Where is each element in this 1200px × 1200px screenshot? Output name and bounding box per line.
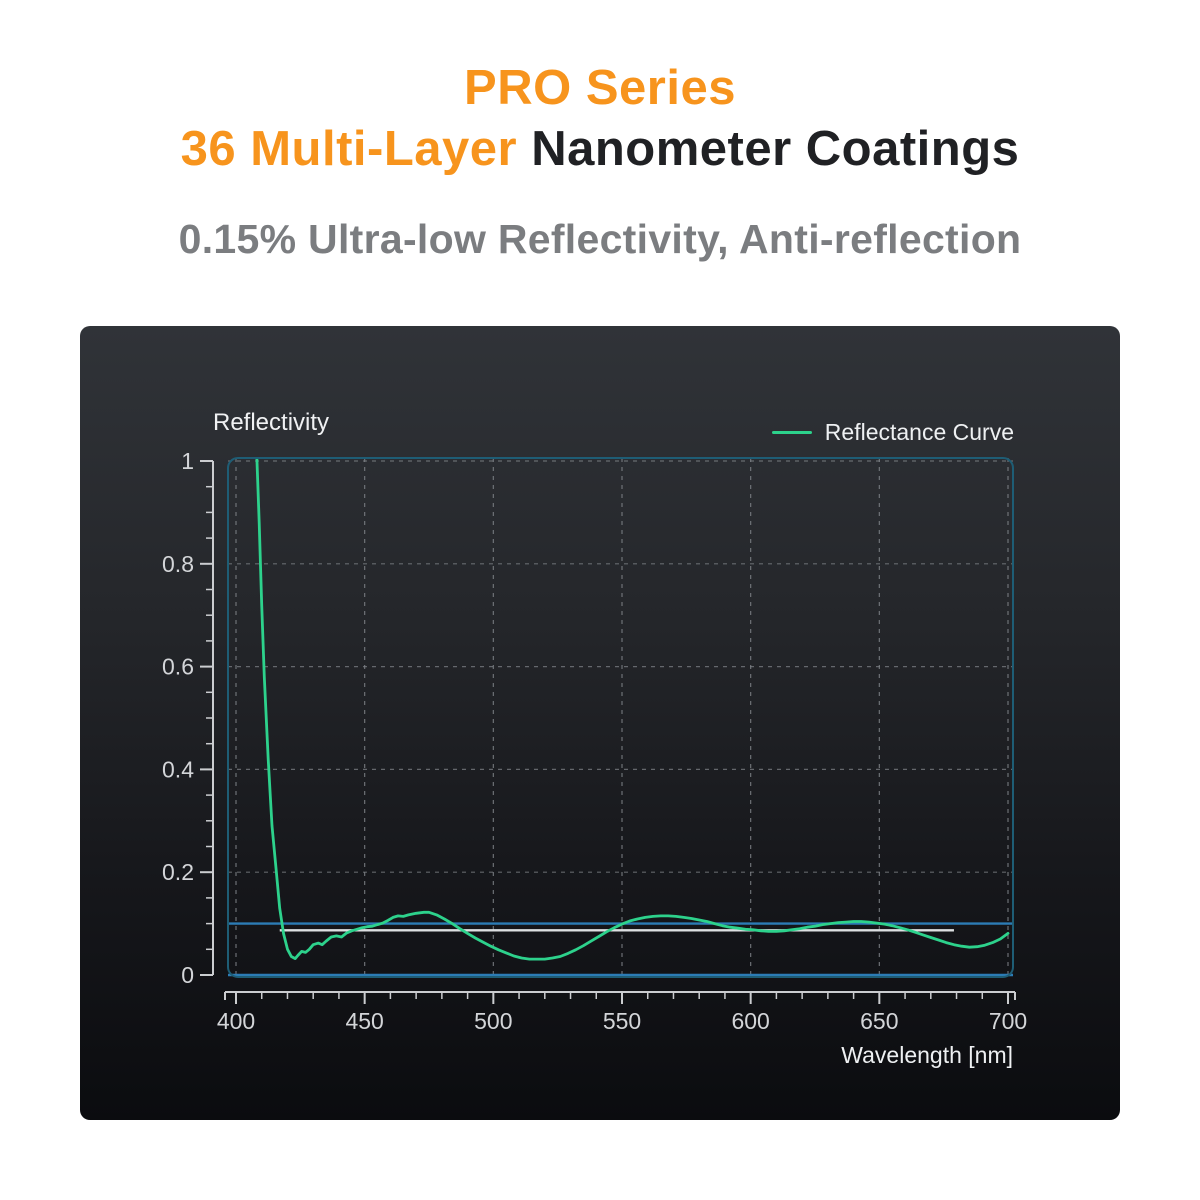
plot-border — [227, 457, 1014, 978]
y-tick-label: 0 — [181, 962, 194, 988]
y-tick-label: 0.4 — [162, 756, 194, 782]
reflectance-curve — [255, 458, 1010, 961]
x-tick-label: 500 — [474, 1008, 512, 1034]
page-title-line2-highlight: 36 Multi-Layer — [180, 122, 518, 176]
chart-svg: 0 0.2 0.4 0.6 0.8 1 400 450 500 550 600 650 700 — [162, 448, 1027, 1034]
x-tick-label: 650 — [860, 1008, 898, 1034]
legend-label: Reflectance Curve — [824, 419, 1014, 445]
page-title-line2: 36 Multi-Layer Nanometer Coatings — [0, 119, 1200, 180]
x-tick-label: 700 — [989, 1008, 1027, 1034]
y-tick-label: 0.8 — [162, 551, 194, 577]
x-tick-label: 600 — [731, 1008, 769, 1034]
x-tick-label: 450 — [345, 1008, 383, 1034]
header: PRO Series 36 Multi-Layer Nanometer Coat… — [0, 0, 1200, 263]
page-subtitle: 0.15% Ultra-low Reflectivity, Anti-refle… — [178, 216, 1022, 262]
page-title-line1: PRO Series — [464, 61, 736, 115]
x-tick-label: 550 — [603, 1008, 641, 1034]
y-axis-title: Reflectivity — [213, 409, 330, 436]
x-tick-label: 400 — [217, 1008, 255, 1034]
page-title-line2-rest: Nanometer Coatings — [517, 122, 1020, 176]
legend: Reflectance Curve — [771, 419, 1014, 446]
y-tick-label: 0.6 — [162, 654, 194, 680]
legend-line-icon — [771, 431, 812, 434]
y-tick-label: 1 — [181, 448, 194, 474]
x-axis-title: Wavelength [nm] — [841, 1042, 1013, 1068]
chart-panel: Reflectivity Reflectance Curve 0 0.2 0.4 0.… — [80, 326, 1120, 1120]
y-tick-label: 0.2 — [162, 859, 194, 885]
